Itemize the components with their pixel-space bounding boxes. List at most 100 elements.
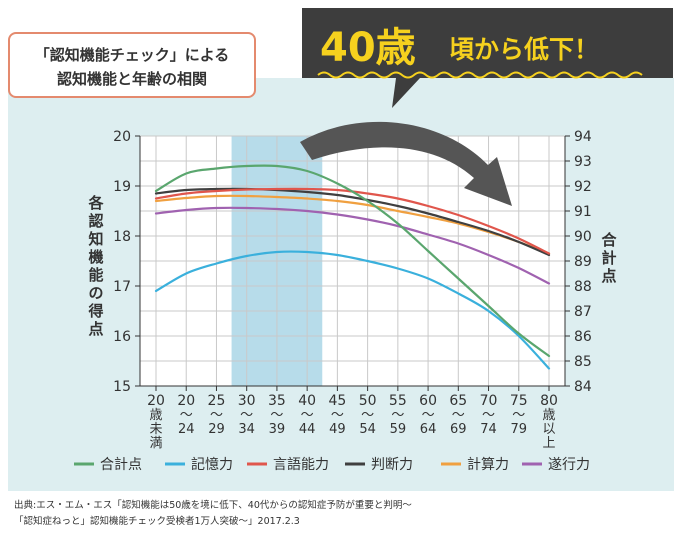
title-line-2: 認知機能と年齢の相関: [57, 70, 207, 88]
source-line-2: 「認知症ねっと」認知機能チェック受検者1万人突破～」2017.2.3: [14, 515, 300, 527]
x-tick-label: 80: [540, 393, 558, 409]
y-axis-label-char: 各: [87, 194, 104, 212]
x-tick-label: 50: [359, 393, 377, 409]
y-tick-label: 18: [113, 229, 131, 245]
legend-label: 言語能力: [273, 457, 329, 473]
y2-tick-label: 85: [574, 354, 592, 370]
x-tick-label: 64: [420, 422, 437, 437]
x-tick-label: 75: [510, 393, 528, 409]
source-line-1: 出典:エス・エム・エス「認知機能は50歳を境に低下、40代からの認知症予防が重要…: [14, 499, 412, 511]
x-tick-label: 40: [298, 393, 316, 409]
x-tick-label: 25: [208, 393, 226, 409]
x-tick-label: 74: [480, 422, 497, 437]
y-axis-label-char: 機: [88, 248, 103, 266]
legend-label: 判断力: [371, 457, 413, 473]
x-tick-label: 55: [389, 393, 407, 409]
x-tick-label: 69: [450, 422, 467, 437]
y-tick-label: 20: [113, 129, 131, 145]
y2-tick-label: 84: [574, 379, 592, 395]
y2-axis-label-char: 計: [601, 249, 616, 267]
legend-label: 遂行力: [548, 457, 590, 473]
y2-tick-label: 89: [574, 254, 592, 270]
y2-tick-label: 92: [574, 179, 592, 195]
x-tick-label: 以: [542, 422, 555, 437]
x-tick-label: 〜: [270, 408, 283, 423]
x-tick-label: 歳: [542, 408, 555, 423]
y-tick-label: 19: [113, 179, 131, 195]
x-tick-label: 70: [480, 393, 498, 409]
x-tick-label: 60: [419, 393, 437, 409]
title-box: [8, 32, 256, 98]
x-tick-label: 49: [329, 422, 346, 437]
y-axis-label-char: 得: [87, 302, 103, 320]
series-line-5: [154, 206, 551, 285]
x-tick-label: 59: [390, 422, 407, 437]
series-line-3: [154, 187, 551, 257]
title-line-1: 「認知機能チェック」による: [35, 46, 230, 64]
y-axis-label-char: の: [88, 284, 103, 302]
x-tick-label: 〜: [361, 408, 374, 423]
x-tick-label: 54: [359, 422, 376, 437]
x-tick-label: 29: [208, 422, 225, 437]
y2-tick-label: 91: [574, 204, 592, 220]
legend: 合計点 記憶力 言語能力 判断力 計算力 遂行力: [74, 456, 590, 473]
y-axis-label-char: 能: [88, 266, 103, 284]
y2-axis-label-char: 合: [600, 231, 617, 249]
x-tick-label: 65: [449, 393, 467, 409]
y-tick-label: 17: [113, 279, 131, 295]
x-tick-label: 満: [149, 436, 162, 451]
x-tick-label: 〜: [391, 408, 404, 423]
x-tick-label: 〜: [512, 408, 525, 423]
series-line-1: [154, 250, 551, 370]
x-tick-label: 45: [328, 393, 346, 409]
legend-label: 合計点: [100, 457, 142, 473]
x-tick-label: 20: [177, 393, 195, 409]
banner-wavy-underline: [317, 71, 643, 79]
banner-small-text: 頃から低下！: [449, 35, 599, 64]
legend-label: 記憶力: [191, 456, 233, 473]
x-tick-label: 30: [238, 393, 256, 409]
y-axis-ticks: 15 16 17 18 19 20: [113, 129, 140, 395]
y-axis-label-char: 点: [88, 320, 103, 338]
y2-axis-label-char: 点: [601, 267, 616, 285]
x-tick-label: 〜: [301, 408, 314, 423]
x-tick-label: 24: [178, 422, 195, 437]
x-tick-label: 〜: [482, 408, 495, 423]
x-tick-label: 44: [299, 422, 316, 437]
x-tick-label: 34: [238, 422, 255, 437]
y2-tick-label: 94: [574, 129, 592, 145]
y-axis-label-char: 知: [88, 230, 103, 248]
x-tick-label: 歳: [149, 408, 162, 423]
banner-box: [302, 8, 673, 108]
x-tick-label: 39: [269, 422, 286, 437]
x-tick-label: 20: [147, 393, 165, 409]
series-lines: [154, 164, 551, 370]
x-tick-label: 35: [268, 393, 286, 409]
x-tick-label: 〜: [210, 408, 223, 423]
y2-tick-label: 86: [574, 329, 592, 345]
y-axis-label-char: 認: [88, 212, 103, 230]
y2-axis-label: 合計点: [600, 231, 617, 285]
x-tick-label: 〜: [331, 408, 344, 423]
x-tick-label: 上: [542, 436, 555, 451]
x-tick-label: 〜: [452, 408, 465, 423]
x-tick-label: 〜: [240, 408, 253, 423]
y2-axis-ticks: 84 85 86 87 88 89 90 91 92 93 94: [565, 129, 592, 395]
curved-arrow: [300, 121, 512, 206]
legend-label: 計算力: [467, 457, 509, 473]
x-tick-label: 未: [149, 422, 162, 437]
series-line-0: [154, 164, 551, 358]
x-axis-ticks: 20歳未満20〜2425〜2930〜3435〜3940〜4445〜4950〜54…: [147, 386, 558, 451]
y-tick-label: 16: [113, 329, 131, 345]
y2-tick-label: 90: [574, 229, 592, 245]
banner-big-text: 40歳: [320, 25, 416, 71]
y-tick-label: 15: [113, 379, 131, 395]
y2-tick-label: 87: [574, 304, 592, 320]
x-tick-label: 〜: [422, 408, 435, 423]
x-tick-label: 79: [510, 422, 527, 437]
x-tick-label: 〜: [180, 408, 193, 423]
y2-tick-label: 93: [574, 154, 592, 170]
